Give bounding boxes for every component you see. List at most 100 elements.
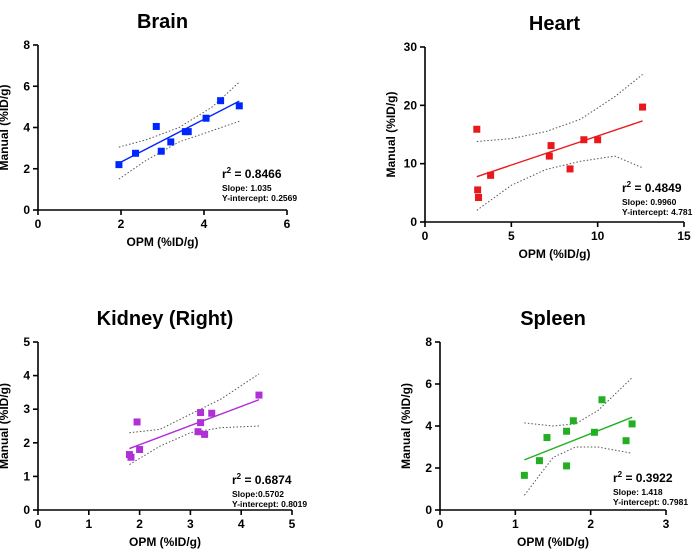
y-tick-label: 0 xyxy=(23,203,30,217)
data-point xyxy=(157,147,165,155)
data-point xyxy=(475,194,483,201)
intercept-label: Y-intercept: 0.2569 xyxy=(222,193,297,203)
regression-line xyxy=(476,120,643,178)
x-tick-label: 1 xyxy=(512,517,519,531)
x-tick-label: 5 xyxy=(289,517,296,531)
y-tick-label: 4 xyxy=(23,369,30,383)
data-point xyxy=(132,149,140,157)
data-point xyxy=(197,419,205,427)
data-point xyxy=(590,428,598,436)
data-point xyxy=(535,457,543,465)
data-point xyxy=(547,142,555,150)
data-point xyxy=(545,152,553,160)
confidence-band-upper xyxy=(524,377,633,427)
y-tick-label: 4 xyxy=(23,121,30,135)
slope-label: Slope: 1.418 xyxy=(613,487,663,497)
data-point xyxy=(194,428,202,436)
confidence-band-lower xyxy=(129,425,260,466)
chart-panel-2: Heart 0 5 10 15 0 10 20 30 OPM (%ID/g) Manual (%ID… xyxy=(384,13,693,261)
y-tick-label: 8 xyxy=(425,335,432,349)
x-tick-label: 0 xyxy=(35,217,42,231)
confidence-band-lower xyxy=(476,155,643,211)
chart-panel-1: Brain 0 2 4 6 0 2 4 6 8 OPM (%ID/g) Manual (%ID/g) r… xyxy=(0,11,297,249)
data-point xyxy=(598,396,606,404)
data-point xyxy=(152,122,160,130)
data-point xyxy=(520,471,528,479)
r-squared-label: r2 = 0.3922 xyxy=(613,470,673,485)
x-tick-label: 4 xyxy=(201,217,208,231)
x-tick-label: 2 xyxy=(136,517,143,531)
data-point xyxy=(594,136,602,144)
y-tick-label: 2 xyxy=(425,461,432,475)
x-tick-label: 6 xyxy=(284,217,291,231)
chart-title: Kidney (Right) xyxy=(97,308,234,330)
x-tick-label: 10 xyxy=(591,229,605,243)
y-tick-label: 0 xyxy=(410,215,417,229)
y-tick-label: 4 xyxy=(425,419,432,433)
data-point xyxy=(566,165,574,173)
slope-label: Slope: 1.035 xyxy=(222,183,272,193)
y-axis-label: Manual (%ID/g) xyxy=(399,383,413,469)
y-tick-label: 0 xyxy=(425,503,432,517)
slope-label: Slope:0.5702 xyxy=(232,489,284,499)
chart-title: Heart xyxy=(529,13,580,35)
data-point xyxy=(127,453,135,461)
regression-line xyxy=(129,399,260,450)
data-point xyxy=(639,103,647,111)
confidence-band-upper xyxy=(118,81,240,148)
y-axis-label: Manual (%ID/g) xyxy=(0,383,11,469)
y-tick-label: 10 xyxy=(404,157,418,171)
y-tick-label: 6 xyxy=(23,79,30,93)
chart-panel-3: Kidney (Right) 0 1 2 3 4 5 0 1 2 3 4 5 OPM (%ID/g) Man… xyxy=(0,308,307,549)
x-tick-label: 5 xyxy=(508,229,515,243)
x-tick-label: 0 xyxy=(437,517,444,531)
x-axis-label: OPM (%ID/g) xyxy=(519,247,591,261)
data-point xyxy=(217,97,225,105)
data-point xyxy=(543,434,551,442)
data-point xyxy=(202,114,210,122)
y-tick-label: 8 xyxy=(23,38,30,52)
intercept-label: Y-intercept: 4.781 xyxy=(622,207,693,217)
chart-title: Brain xyxy=(137,11,188,33)
data-point xyxy=(563,427,571,435)
data-point xyxy=(115,161,123,169)
x-axis-label: OPM (%ID/g) xyxy=(517,535,589,549)
data-point xyxy=(487,171,495,179)
y-axis-label: Manual (%ID/g) xyxy=(384,91,398,177)
chart-title: Spleen xyxy=(520,308,586,330)
data-point xyxy=(235,102,243,110)
data-point xyxy=(563,462,571,470)
y-tick-label: 5 xyxy=(23,335,30,349)
y-tick-label: 20 xyxy=(404,98,418,112)
data-point xyxy=(255,391,263,399)
y-tick-label: 3 xyxy=(23,402,30,416)
y-tick-label: 2 xyxy=(23,162,30,176)
x-tick-label: 2 xyxy=(587,517,594,531)
data-point xyxy=(197,409,205,417)
data-point xyxy=(184,128,192,136)
y-axis-label: Manual (%ID/g) xyxy=(0,84,11,170)
y-tick-label: 30 xyxy=(404,40,418,54)
data-point xyxy=(133,418,141,426)
data-point xyxy=(167,138,175,146)
data-point xyxy=(136,446,144,454)
data-point xyxy=(569,417,577,425)
x-tick-label: 4 xyxy=(238,517,245,531)
x-tick-label: 1 xyxy=(85,517,92,531)
x-tick-label: 0 xyxy=(422,229,429,243)
y-tick-label: 1 xyxy=(23,469,30,483)
r-squared-label: r2 = 0.6874 xyxy=(232,472,292,487)
x-axis-label: OPM (%ID/g) xyxy=(129,535,201,549)
data-point xyxy=(474,186,482,194)
data-point xyxy=(473,125,481,133)
data-point xyxy=(580,136,588,144)
x-tick-label: 3 xyxy=(663,517,670,531)
chart-panel-4: Spleen 0 1 2 3 0 2 4 6 8 OPM (%ID/g) Manual (%ID/g)… xyxy=(399,308,688,549)
data-point xyxy=(622,437,630,445)
data-point xyxy=(208,409,216,417)
intercept-label: Y-intercept: 0.8019 xyxy=(232,499,307,509)
y-tick-label: 0 xyxy=(23,503,30,517)
x-tick-label: 2 xyxy=(118,217,125,231)
slope-label: Slope: 0.9960 xyxy=(622,197,677,207)
